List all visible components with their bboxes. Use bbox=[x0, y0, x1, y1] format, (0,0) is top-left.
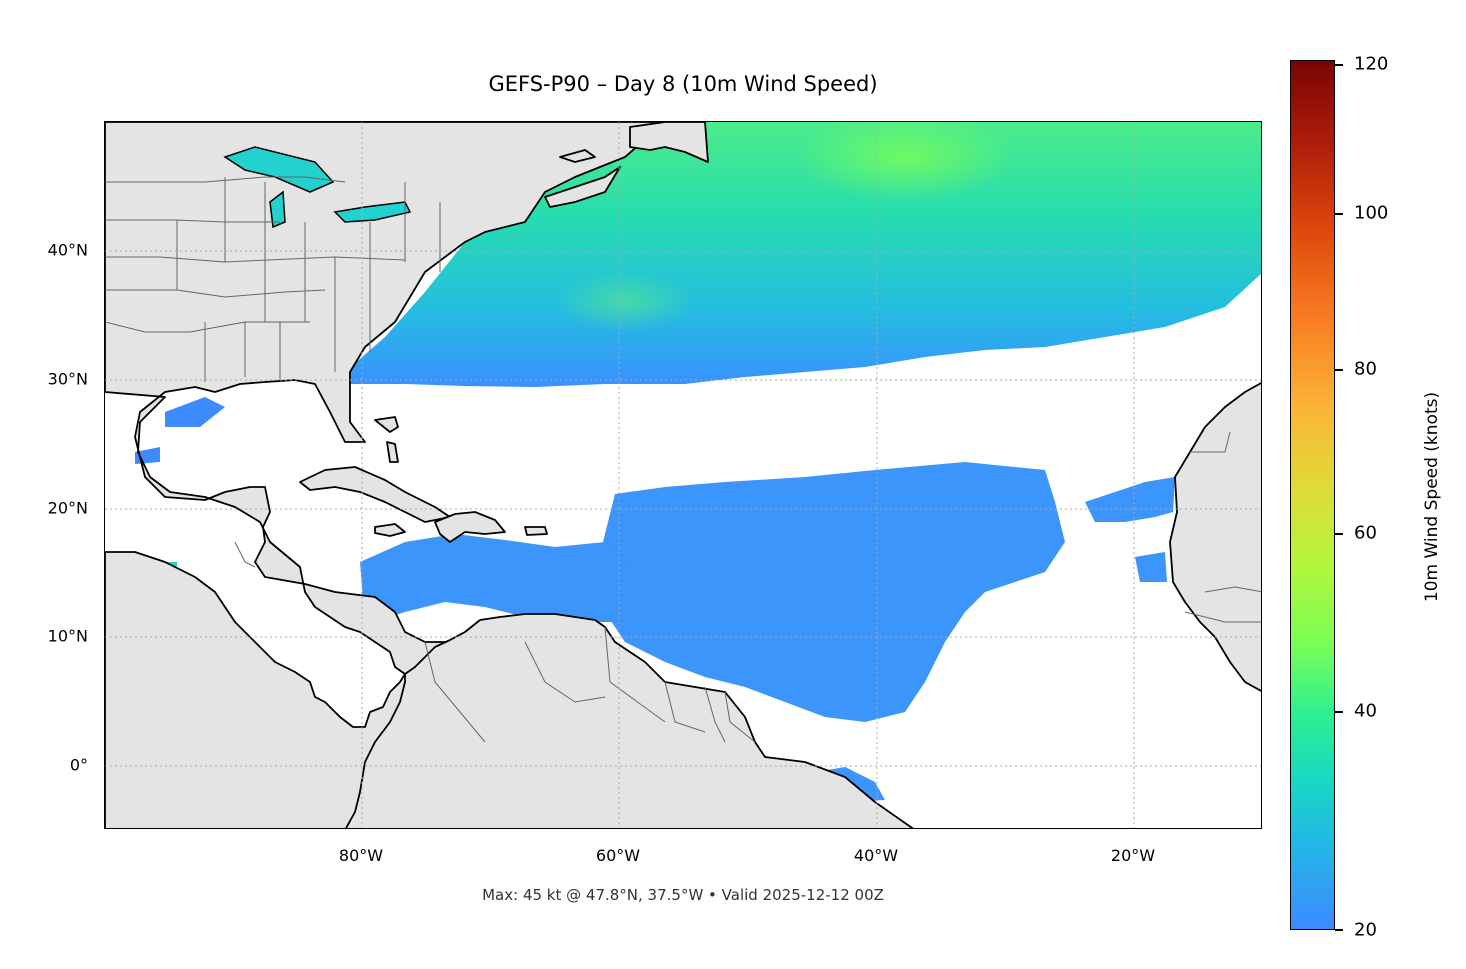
max-valid-caption: Max: 45 kt @ 47.8°N, 37.5°W • Valid 2025… bbox=[482, 886, 884, 904]
colorbar-label-120: 120 bbox=[1354, 53, 1389, 75]
colorbar-label-100: 100 bbox=[1354, 202, 1389, 224]
lat-tick-20n: 20°N bbox=[47, 498, 88, 518]
land-newfoundland bbox=[629, 122, 709, 163]
lat-tick-10n: 10°N bbox=[47, 626, 88, 646]
colorbar-tick bbox=[1335, 711, 1343, 713]
land-bahamas bbox=[374, 416, 399, 433]
land-jamaica bbox=[374, 523, 406, 537]
colorbar-tick bbox=[1335, 213, 1343, 215]
colorbar-label-80: 80 bbox=[1354, 358, 1377, 380]
lon-tick-60w: 60°W bbox=[595, 846, 641, 865]
colorbar-label-60: 60 bbox=[1354, 522, 1377, 544]
lat-tick-30n: 30°N bbox=[47, 369, 88, 389]
land-cuba bbox=[299, 466, 451, 523]
land-hispaniola bbox=[434, 511, 506, 543]
chart-title: GEFS-P90 – Day 8 (10m Wind Speed) bbox=[488, 72, 878, 96]
colorbar-title: 10m Wind Speed (knots) bbox=[1422, 391, 1442, 603]
colorbar-label-20: 20 bbox=[1354, 919, 1377, 941]
lat-tick-0: 0° bbox=[69, 755, 88, 775]
borders bbox=[105, 176, 1261, 743]
land-africa bbox=[1169, 382, 1261, 692]
land-nova-scotia bbox=[544, 166, 621, 208]
colorbar-label-40: 40 bbox=[1354, 700, 1377, 722]
land bbox=[105, 122, 1261, 828]
lon-tick-20w: 20°W bbox=[1110, 846, 1156, 865]
map-panel bbox=[104, 121, 1262, 829]
colorbar-tick bbox=[1335, 533, 1343, 535]
colorbar-tick bbox=[1335, 64, 1343, 66]
lat-tick-40n: 40°N bbox=[47, 240, 88, 260]
great-lakes bbox=[223, 146, 412, 229]
colorbar-tick bbox=[1335, 929, 1343, 931]
land-puerto-rico bbox=[524, 526, 548, 536]
lon-tick-80w: 80°W bbox=[338, 846, 384, 865]
map-canvas bbox=[105, 122, 1261, 828]
colorbar bbox=[1290, 60, 1335, 930]
colorbar-tick bbox=[1335, 369, 1343, 371]
gridlines bbox=[105, 122, 1261, 828]
lon-tick-40w: 40°W bbox=[853, 846, 899, 865]
